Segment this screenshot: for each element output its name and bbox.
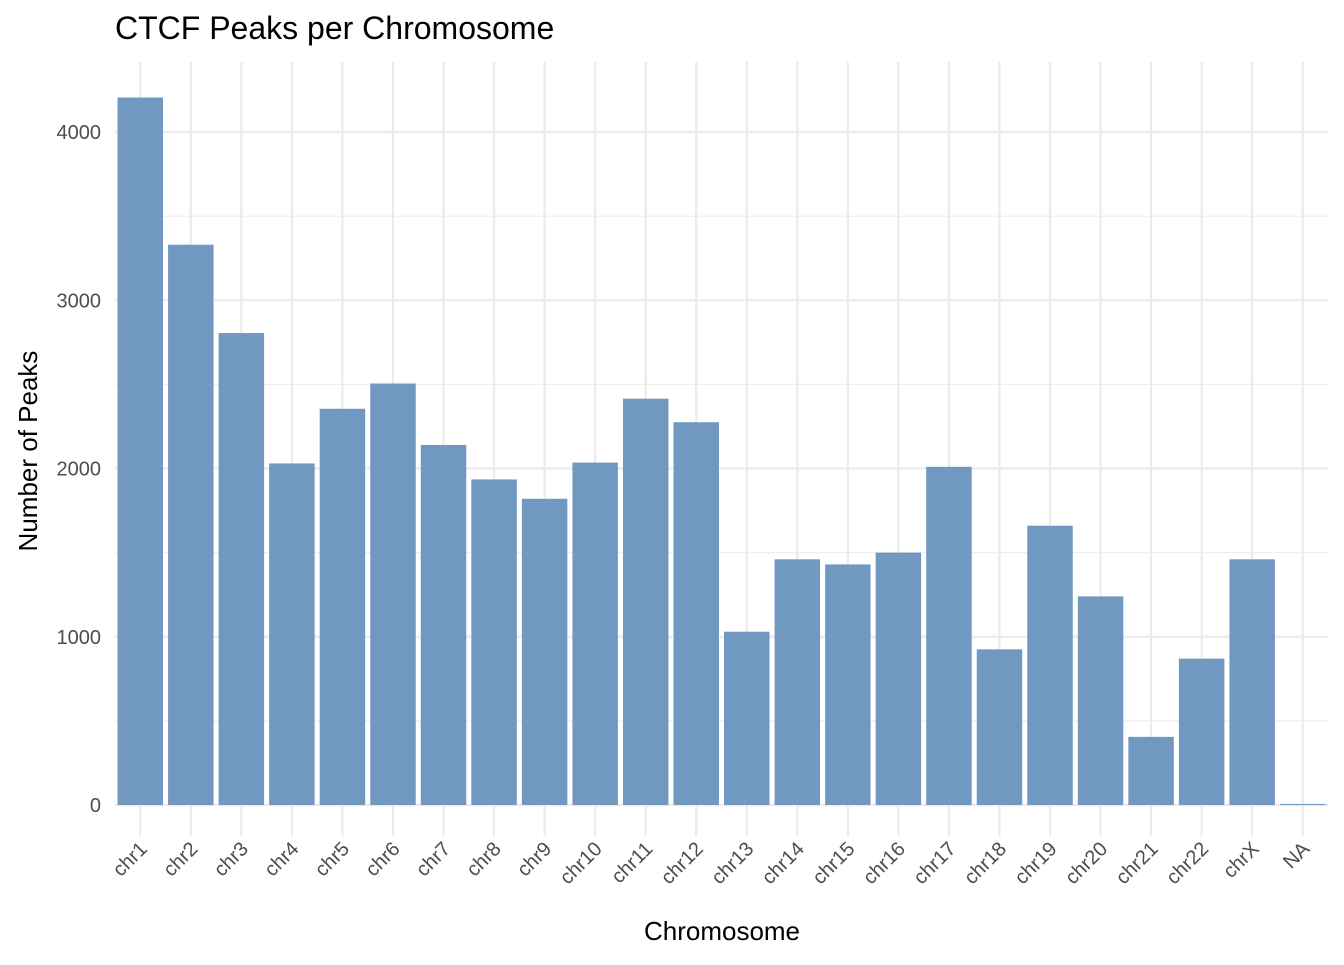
bar-chr2 (168, 244, 214, 806)
bar-chr8 (471, 479, 517, 805)
x-tick-label: chr2 (159, 838, 202, 881)
y-tick-label: 4000 (57, 122, 102, 144)
bar-chr7 (420, 444, 467, 805)
bar-chr12 (673, 422, 719, 805)
bar-chr16 (875, 552, 922, 805)
bar-chr17 (926, 466, 972, 805)
x-tick-label: NA (1279, 838, 1315, 874)
bar-chr9 (521, 498, 568, 805)
chart-title: CTCF Peaks per Chromosome (115, 10, 554, 46)
x-axis-title: Chromosome (644, 916, 800, 946)
y-tick-label: 1000 (57, 627, 102, 649)
x-tick-label: chr15 (808, 838, 859, 889)
x-tick-label: chr20 (1061, 838, 1112, 889)
bar-chr15 (825, 564, 871, 805)
bars (117, 97, 1326, 806)
y-tick-label: 0 (90, 795, 101, 817)
x-tick-label: chr17 (910, 838, 961, 889)
x-tick-label: chr18 (960, 838, 1011, 889)
x-tick-label: chr1 (109, 838, 152, 881)
x-tick-label: chr22 (1162, 838, 1213, 889)
bar-chr4 (269, 463, 315, 805)
bar-chr1 (117, 97, 164, 806)
x-tick-label: chr21 (1112, 838, 1163, 889)
bar-chr6 (370, 383, 416, 805)
x-tick-label: chr11 (607, 838, 657, 888)
bar-chr19 (1027, 525, 1073, 805)
bar-chr5 (319, 408, 366, 805)
bar-chr21 (1128, 736, 1174, 805)
bar-chr10 (572, 462, 618, 805)
bar-chr22 (1178, 658, 1225, 805)
y-axis-tick-labels: 0 1000 2000 3000 4000 (57, 122, 102, 817)
x-tick-label: chr13 (707, 838, 758, 889)
y-tick-label: 2000 (57, 459, 102, 481)
x-tick-label: chrX (1219, 838, 1264, 883)
y-axis-title: Number of Peaks (13, 351, 43, 552)
x-tick-label: chr10 (556, 838, 607, 889)
x-tick-label: chr16 (859, 838, 910, 889)
x-tick-label: chr5 (311, 838, 354, 881)
x-tick-label: chr9 (513, 838, 556, 881)
x-axis-tick-labels: chr1 chr2 chr3 chr4 chr5 chr6 chr7 chr8 chr9 chr1… (109, 838, 1315, 889)
bar-chr14 (774, 559, 821, 805)
x-tick-label: chr4 (260, 838, 303, 881)
x-tick-label: chr7 (412, 838, 455, 881)
x-tick-label: chr14 (758, 838, 809, 889)
x-tick-label: chr3 (210, 838, 253, 881)
x-tick-label: chr12 (657, 838, 708, 889)
x-tick-label: chr6 (361, 838, 404, 881)
bar-chr20 (1077, 596, 1124, 805)
bar-chr13 (724, 631, 770, 805)
x-tick-label: chr19 (1011, 838, 1062, 889)
bar-chr18 (976, 649, 1023, 805)
bar-chr3 (218, 333, 265, 805)
x-tick-label: chr8 (463, 838, 506, 881)
bar-NA (1279, 804, 1326, 805)
bar-chr11 (622, 398, 669, 805)
bar-chrX (1229, 559, 1275, 805)
y-tick-label: 3000 (57, 290, 102, 312)
